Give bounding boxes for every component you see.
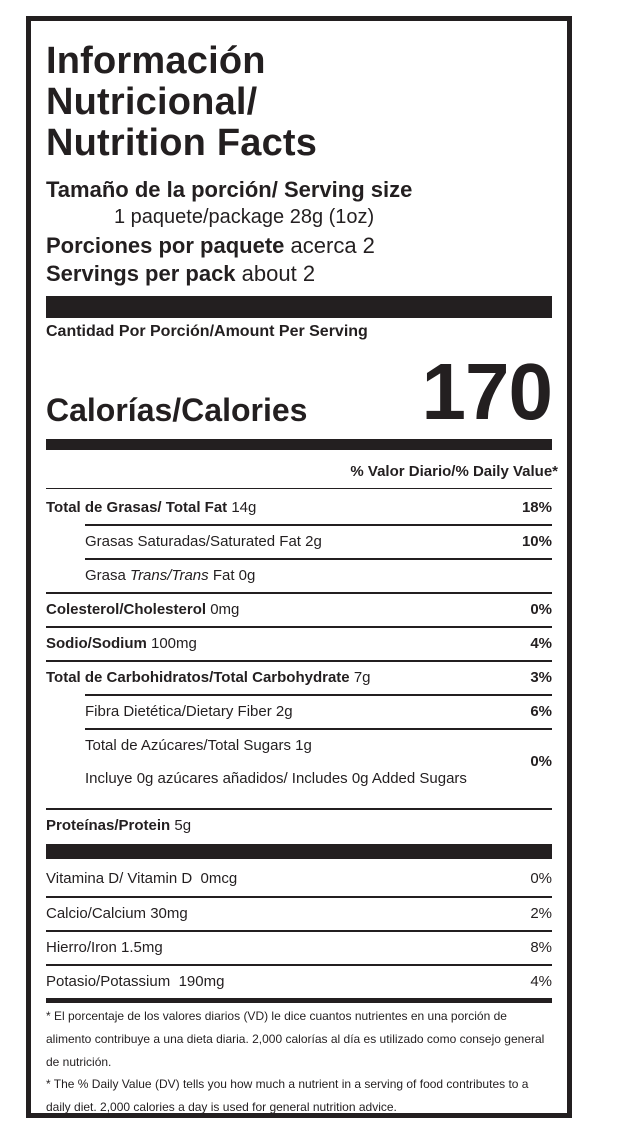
divider [46,808,552,810]
cholesterol-name: Colesterol/Cholesterol [46,601,207,618]
sodium-amount: 100mg [151,635,197,652]
servings-es-label: Porciones por paquete [46,233,285,258]
servings-en-label: Servings per pack [46,261,236,286]
servings-en-value: about 2 [241,261,316,286]
cholesterol-pct: 0% [530,601,552,618]
calcium-name: Calcio/Calcium [46,905,147,922]
vitamin-d-name: Vitamina D/ Vitamin D [46,870,193,887]
divider [46,660,552,662]
potassium-pct: 4% [530,973,552,990]
iron-row: Hierro/Iron 1.5mg 8% [46,931,552,964]
divider [46,592,552,594]
serving-size-value: 1 paquete/package 28g (1oz) [114,206,375,228]
carbohydrate-name: Total de Carbohidratos/Total Carbohydrat… [46,669,350,686]
divider [46,626,552,628]
title-line: Nutricional/ [46,81,258,123]
saturated-fat-pct: 10% [521,533,552,550]
fiber-amount: 2g [275,703,293,720]
added-sugars-text: Incluye 0g azúcares añadidos/ Includes 0… [85,770,467,787]
divider [85,728,552,730]
footnote-es: * El porcentaje de los valores diarios (… [46,1009,545,1069]
iron-name: Hierro/Iron [46,939,117,956]
total-fat-row: Total de Grasas/ Total Fat 14g 18% [46,491,552,524]
cholesterol-row: Colesterol/Cholesterol 0mg 0% [46,593,552,626]
divider [85,558,552,560]
saturated-fat-row: Grasas Saturadas/Saturated Fat 2g 10% [46,525,552,558]
carbohydrate-pct: 3% [530,669,552,686]
nutrition-label: Información Nutricional/ Nutrition Facts… [26,16,572,1118]
servings-per-pack-en: Servings per pack about 2 [46,261,315,287]
total-sugars-name: Total de Azúcares/Total Sugars [85,737,291,754]
protein-amount: 5g [174,817,192,834]
calcium-amount: 30mg [150,905,188,922]
divider [46,930,552,932]
divider [46,896,552,898]
fiber-pct: 6% [530,703,552,720]
fiber-row: Fibra Dietética/Dietary Fiber 2g 6% [46,695,552,728]
potassium-name: Potasio/Potassium [46,973,171,990]
divider [46,488,552,489]
footnote-en: * The % Daily Value (DV) tells you how m… [46,1077,529,1114]
trans-fat-trans-es: Trans [130,567,168,584]
title-line: Nutrition Facts [46,122,318,164]
iron-pct: 8% [530,939,552,956]
sodium-row: Sodio/Sodium 100mg 4% [46,627,552,660]
vitamin-d-row: Vitamina D/ Vitamin D 0mcg 0% [46,862,552,895]
total-sugars-amount: 1g [295,737,312,754]
potassium-row: Potasio/Potassium 190mg 4% [46,965,552,998]
trans-fat-suffix: Fat [208,567,235,584]
calories-label: Calorías/Calories [46,392,308,428]
sodium-name: Sodio/Sodium [46,635,147,652]
trans-fat-sep: / [167,567,172,584]
divider [46,998,552,1003]
protein-row: Proteínas/Protein 5g [46,809,552,842]
iron-amount: 1.5mg [121,939,163,956]
thick-divider [46,296,552,318]
sugars-block: Total de Azúcares/Total Sugars 1g Incluy… [85,729,552,795]
divider [85,694,552,696]
fiber-name: Fibra Dietética/Dietary Fiber [85,703,272,720]
title-line: Información [46,40,266,82]
trans-fat-trans-en: Trans [171,567,209,584]
calcium-row: Calcio/Calcium 30mg 2% [46,897,552,930]
daily-value-header: % Valor Diario/% Daily Value* [350,463,558,480]
calcium-pct: 2% [530,905,552,922]
sodium-pct: 4% [530,635,552,652]
divider [46,964,552,966]
saturated-fat-name: Grasas Saturadas/Saturated Fat [85,533,301,550]
total-fat-pct: 18% [521,499,552,516]
amount-per-serving: Cantidad Por Porción/Amount Per Serving [46,323,368,340]
label-title: Información Nutricional/ Nutrition Facts [46,41,317,164]
cholesterol-amount: 0mg [210,601,240,618]
vitamin-d-pct: 0% [530,870,552,887]
servings-per-pack-es: Porciones por paquete acerca 2 [46,233,375,259]
serving-size-label: Tamaño de la porción/ Serving size [46,177,413,202]
servings-es-value: acerca 2 [290,233,375,258]
saturated-fat-amount: 2g [305,533,322,550]
carbohydrate-amount: 7g [353,669,371,686]
divider [85,524,552,526]
calories-value: 170 [421,347,553,436]
medium-divider [46,439,552,450]
total-fat-name: Total de Grasas/ Total Fat [46,499,228,516]
total-fat-amount: 14g [231,499,257,516]
trans-fat-row: Grasa Trans/Trans Fat 0g [46,559,552,592]
trans-fat-prefix: Grasa [85,567,131,584]
vitamin-d-amount: 0mcg [200,870,238,887]
added-sugars-pct: 0% [530,753,552,770]
carbohydrate-row: Total de Carbohidratos/Total Carbohydrat… [46,661,552,694]
protein-name: Proteínas/Protein [46,817,171,834]
potassium-amount: 190mg [178,973,225,990]
thick-divider [46,844,552,859]
trans-fat-amount: 0g [238,567,256,584]
